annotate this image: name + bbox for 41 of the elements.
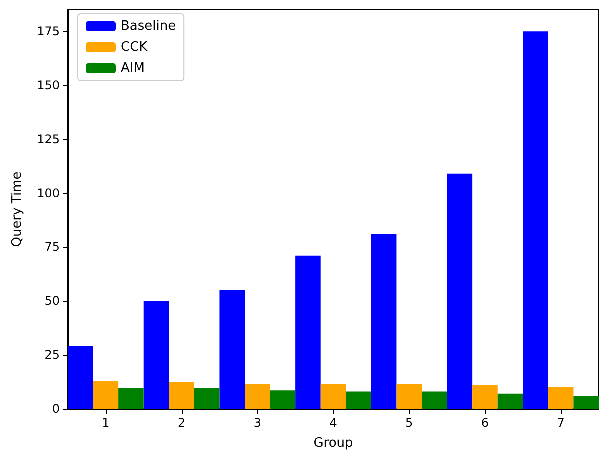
x-tick-label: 2	[178, 416, 186, 430]
y-tick-label: 0	[52, 402, 60, 416]
x-tick-label: 7	[557, 416, 565, 430]
x-tick-label: 4	[330, 416, 338, 430]
legend-label: AIM	[121, 61, 145, 76]
bar	[396, 384, 422, 409]
bar	[296, 256, 321, 409]
y-tick-label: 25	[44, 348, 60, 362]
bar	[194, 388, 220, 409]
bar	[245, 384, 270, 409]
legend-label: Baseline	[121, 19, 176, 34]
y-tick-label: 50	[44, 294, 60, 308]
y-tick-label: 100	[37, 186, 60, 200]
bar	[498, 394, 524, 409]
x-tick-label: 5	[406, 416, 414, 430]
bar	[220, 290, 245, 409]
bar	[346, 392, 372, 409]
x-tick-label: 6	[481, 416, 490, 430]
bar	[320, 384, 346, 409]
bar	[93, 380, 119, 409]
bar	[523, 32, 548, 409]
legend-label: CCK	[121, 40, 148, 55]
bar	[574, 396, 599, 409]
x-axis-title: Group	[314, 436, 354, 451]
bar	[169, 382, 194, 409]
y-tick-label: 175	[37, 24, 60, 39]
y-tick-label: 150	[37, 78, 60, 92]
y-axis-title: Query Time	[10, 172, 25, 248]
y-tick-label: 125	[37, 132, 60, 146]
x-tick-label: 3	[254, 416, 262, 430]
y-tick-label: 75	[44, 240, 60, 254]
bar	[118, 388, 144, 409]
bar	[371, 234, 397, 409]
bar	[68, 346, 94, 409]
bar	[447, 174, 473, 409]
bar	[144, 301, 170, 409]
bar	[548, 387, 574, 409]
x-tick-label: 1	[102, 416, 110, 430]
bar	[270, 390, 296, 409]
bar	[422, 392, 448, 409]
bar	[472, 385, 498, 409]
